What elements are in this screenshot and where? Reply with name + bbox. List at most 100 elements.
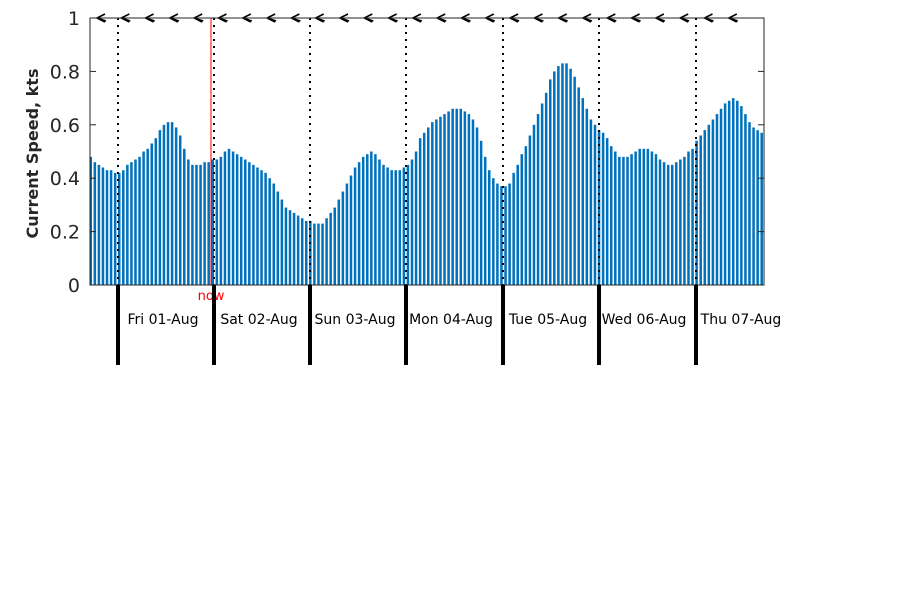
bar (321, 223, 324, 285)
bar (398, 170, 402, 285)
bar (736, 100, 739, 286)
bar (516, 164, 519, 285)
bar (744, 114, 747, 286)
bar (467, 114, 471, 286)
bar (524, 146, 528, 285)
bar (366, 154, 369, 285)
bar (105, 170, 109, 285)
bar (93, 162, 97, 285)
bar (199, 164, 202, 285)
bar (378, 159, 381, 285)
bar (512, 172, 515, 285)
y-tick-label: 0 (68, 275, 80, 297)
bar (463, 111, 467, 285)
bar (138, 156, 141, 285)
bar (618, 156, 621, 285)
bar (296, 215, 300, 285)
bar (569, 68, 572, 285)
bar (134, 159, 137, 285)
bar (211, 159, 215, 285)
bar (703, 130, 707, 285)
bar (113, 172, 117, 285)
bar (691, 148, 694, 285)
bar (109, 170, 113, 285)
bar (654, 154, 658, 285)
bar (565, 63, 568, 285)
bar (540, 103, 544, 285)
plot-frame (89, 17, 765, 286)
bar (447, 111, 450, 285)
bar (573, 76, 576, 286)
bar (475, 127, 479, 285)
bar-series (89, 63, 763, 286)
bar (325, 218, 328, 285)
bar (760, 132, 763, 285)
bar (191, 164, 194, 285)
bar (707, 124, 711, 285)
bar (455, 108, 458, 285)
bar (300, 218, 304, 285)
bar (309, 220, 312, 285)
bar (756, 130, 759, 285)
bar (276, 191, 280, 285)
bar (483, 156, 487, 285)
bar (219, 156, 223, 285)
bar (195, 164, 198, 285)
bar (272, 183, 275, 285)
bar (166, 122, 170, 285)
y-axis-label: Current Speed, kts (23, 69, 42, 239)
bar (394, 170, 397, 285)
bar (731, 98, 735, 285)
bar (593, 124, 597, 285)
bar (227, 148, 231, 285)
bar (479, 140, 483, 285)
bar (305, 220, 308, 285)
bar (101, 167, 105, 285)
bar (187, 159, 190, 285)
bar (492, 178, 495, 285)
bar (699, 135, 702, 285)
bar (528, 135, 532, 285)
bar (313, 223, 316, 285)
bar (504, 186, 507, 285)
bar (642, 148, 646, 285)
bar (500, 186, 503, 285)
bar (390, 170, 393, 285)
bar (752, 127, 755, 285)
bar (414, 151, 418, 285)
bar (122, 170, 125, 285)
axes (89, 17, 765, 286)
bar (130, 162, 133, 285)
bar (609, 146, 613, 285)
day-label: Tue 05-Aug (508, 312, 587, 328)
bar (679, 159, 682, 285)
bar (292, 212, 296, 285)
bar (170, 122, 174, 285)
bar (748, 122, 751, 285)
bar (174, 127, 178, 285)
bar (158, 130, 162, 285)
bar (626, 156, 629, 285)
bar (451, 108, 454, 285)
bar (496, 183, 499, 285)
now-label: now (198, 289, 225, 304)
bar (178, 135, 182, 285)
bar (487, 170, 491, 285)
bar (687, 151, 690, 285)
bar (382, 164, 385, 285)
bar (97, 164, 101, 285)
bar (439, 116, 442, 285)
bar (183, 148, 186, 285)
bar (605, 138, 609, 285)
bar (231, 151, 235, 285)
bar (508, 183, 511, 285)
day-label: Mon 04-Aug (409, 312, 493, 328)
bar (601, 132, 605, 285)
bar (634, 151, 637, 285)
bar (577, 87, 580, 285)
bar (235, 154, 239, 285)
bar (386, 167, 389, 285)
bar (349, 175, 353, 285)
bar (520, 154, 524, 285)
bar (317, 223, 320, 285)
